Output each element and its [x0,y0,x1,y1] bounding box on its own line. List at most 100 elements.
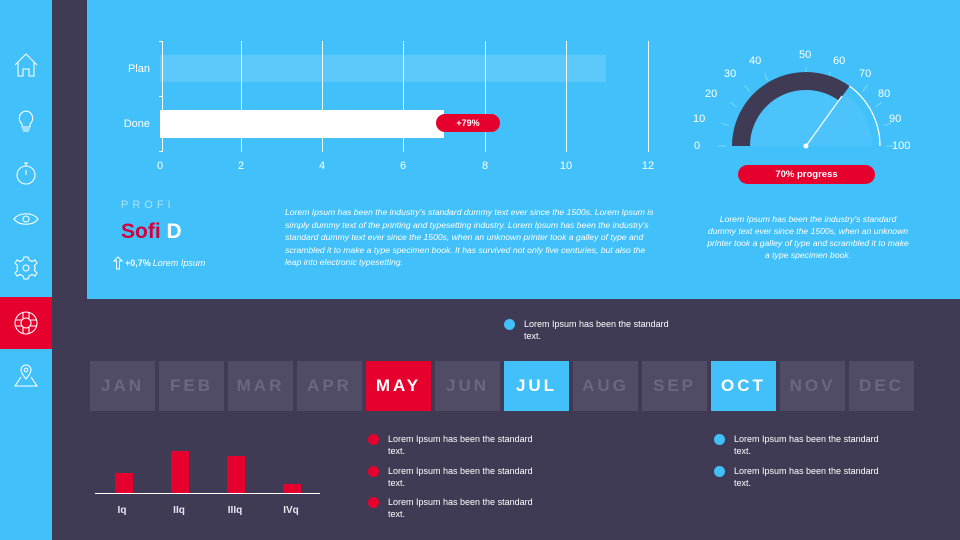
blue-note: Lorem Ipsum has been the standard text. [714,433,884,457]
bar-iiq [171,451,189,493]
month-apr[interactable]: APR [297,361,362,411]
x-tick: 8 [481,160,489,172]
x-tick: 4 [318,160,326,172]
gauge-tick: 70 [859,68,872,80]
timeline-note: Lorem Ipsum has been the standard text. [504,318,674,342]
home-icon [14,53,38,77]
sidebar-item-home[interactable] [0,39,52,91]
bullet-icon [504,319,515,330]
bar-iq [115,473,133,493]
lightbulb-icon [18,110,34,132]
gridline [241,41,242,152]
gauge-tick: 50 [799,49,812,61]
bar-iiiq [227,456,245,493]
quarter-label: Iq [117,505,127,516]
chart-baseline [95,493,320,494]
red-note: Lorem Ipsum has been the standard text. [368,496,538,520]
month-feb[interactable]: FEB [159,361,224,411]
progress-gauge: 0 10 20 30 40 50 60 70 80 90 100 70% pro… [690,45,930,195]
month-oct[interactable]: OCT [711,361,776,411]
eye-icon [13,213,39,225]
note-text: Lorem Ipsum has been the standard text. [388,434,533,456]
quarterly-bar-chart: Iq IIq IIIq IVq [95,430,320,525]
x-tick: 2 [237,160,245,172]
bar-plan [160,55,606,82]
month-nov[interactable]: NOV [780,361,845,411]
gauge-dial [718,67,894,149]
plan-done-bar-chart: Plan Done +79% 0 2 4 6 8 10 12 [87,0,687,180]
profile-name: Sofi D [121,220,182,244]
gridline [648,41,649,152]
gear-icon [14,256,38,280]
note-text: Lorem Ipsum has been the standard text. [524,319,669,341]
x-tick: 12 [641,160,655,172]
category-label-plan: Plan [127,63,150,75]
map-pin-icon [13,364,39,387]
gridline [403,41,404,152]
bar-ivq [283,484,301,493]
red-note: Lorem Ipsum has been the standard text. [368,433,538,457]
month-sep[interactable]: SEP [642,361,707,411]
month-selector: JAN FEB MAR APR MAY JUN JUL AUG SEP OCT … [90,361,914,411]
profile-stat: +0,7% Lorem Ipsum [113,256,205,270]
category-label-done: Done [123,118,150,130]
bullet-icon [714,434,725,445]
progress-label: 70% progress [738,165,875,184]
sidebar-item-support[interactable] [0,297,52,349]
x-tick: 6 [399,160,407,172]
month-may[interactable]: MAY [366,361,431,411]
month-jan[interactable]: JAN [90,361,155,411]
blue-note: Lorem Ipsum has been the standard text. [714,465,884,489]
gridline [485,41,486,152]
sidebar-item-timer[interactable] [0,147,52,199]
gauge-tick: 100 [892,140,911,152]
x-tick: 10 [559,160,573,172]
note-text: Lorem Ipsum has been the standard text. [734,466,879,488]
sidebar-item-settings[interactable] [0,242,52,294]
gauge-description-text: Lorem Ipsum has been the industry's stan… [707,214,909,260]
note-text: Lorem Ipsum has been the standard text. [388,497,533,519]
gauge-tick: 10 [693,113,706,125]
arrow-up-icon [113,256,123,270]
note-text: Lorem Ipsum has been the standard text. [734,434,879,456]
sidebar-item-view[interactable] [0,193,52,245]
bar-done [160,110,444,138]
sidebar-item-location[interactable] [0,349,52,401]
x-tick: 0 [156,160,164,172]
profile-first-name: Sofi [121,220,161,243]
gauge-tick: 80 [878,88,891,100]
sidebar [0,0,52,540]
month-jun[interactable]: JUN [435,361,500,411]
profile-last-name: D [166,220,182,243]
axis-bracket-plan [159,41,163,97]
red-note: Lorem Ipsum has been the standard text. [368,465,538,489]
gridline [566,41,567,152]
month-dec[interactable]: DEC [849,361,914,411]
month-aug[interactable]: AUG [573,361,638,411]
gauge-tick: 60 [833,55,846,67]
bullet-icon [714,466,725,477]
stopwatch-icon [16,162,36,185]
top-panel: Plan Done +79% 0 2 4 6 8 10 12 PROFI Sof… [87,0,960,299]
lifebuoy-icon [14,311,38,335]
description-text: Lorem Ipsum has been the industry's stan… [285,207,654,267]
gauge-tick: 40 [749,55,762,67]
gridline [322,41,323,152]
gauge-tick: 20 [705,88,718,100]
gauge-tick: 90 [889,113,902,125]
profile-label: PROFI [121,199,175,211]
gauge-tick: 30 [724,68,737,80]
quarter-label: IVq [283,505,299,516]
quarter-label: IIq [173,505,185,516]
bullet-icon [368,497,379,508]
month-mar[interactable]: MAR [228,361,293,411]
gauge-tick: 0 [694,140,701,152]
quarter-label: IIIq [227,505,243,516]
sidebar-item-ideas[interactable] [0,94,52,146]
month-jul[interactable]: JUL [504,361,569,411]
bullet-icon [368,434,379,445]
stat-text: Lorem Ipsum [152,258,206,268]
stat-value: +0,7% [125,258,151,268]
note-text: Lorem Ipsum has been the standard text. [388,466,533,488]
bullet-icon [368,466,379,477]
